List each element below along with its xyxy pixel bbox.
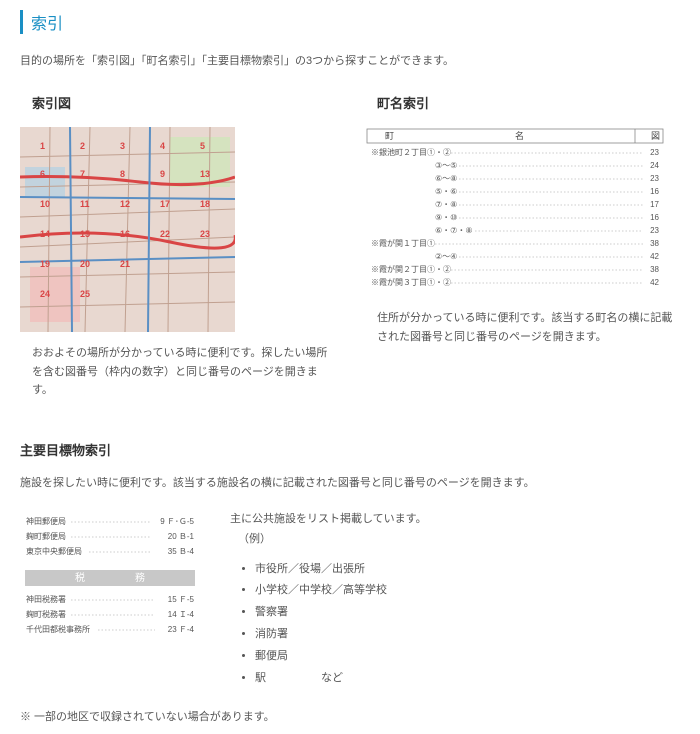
svg-text:7: 7 — [80, 169, 85, 179]
facility-note: 主に公共施設をリスト掲載しています。 — [230, 510, 427, 530]
svg-text:35 Ｂ-4: 35 Ｂ-4 — [168, 547, 195, 556]
svg-text:23: 23 — [200, 229, 210, 239]
svg-text:2: 2 — [80, 141, 85, 151]
svg-text:図: 図 — [651, 131, 660, 141]
svg-text:18: 18 — [200, 199, 210, 209]
facility-item: 警察署 — [255, 603, 427, 623]
svg-text:麹町税務署: 麹町税務署 — [26, 609, 66, 619]
svg-text:麹町郵便局: 麹町郵便局 — [26, 531, 66, 541]
facility-example: （例） — [230, 530, 427, 550]
svg-text:42: 42 — [650, 252, 659, 261]
landmark-index-intro: 施設を探したい時に便利です。該当する施設名の横に記載された図番号と同じ番号のペー… — [20, 474, 680, 490]
svg-text:24: 24 — [40, 289, 50, 299]
svg-text:神田郵便局: 神田郵便局 — [26, 516, 66, 526]
landmark-index-image: 神田郵便局 9 Ｆ･Ｇ-5 麹町郵便局 20 Ｂ-1 東京中央郵便局 35 Ｂ-4 税 務… — [20, 510, 200, 650]
svg-text:※霞が関２丁目①・②: ※霞が関２丁目①・② — [371, 264, 451, 274]
svg-text:17: 17 — [160, 199, 170, 209]
svg-text:⑦・⑧: ⑦・⑧ — [435, 200, 457, 209]
town-index-desc: 住所が分かっている時に便利です。該当する町名の横に記載された図番号と同じ番号のペ… — [365, 309, 680, 346]
svg-text:23: 23 — [650, 174, 659, 183]
svg-text:⑤・⑥: ⑤・⑥ — [435, 187, 457, 196]
svg-text:17: 17 — [650, 200, 659, 209]
facility-item: 駅 など — [255, 669, 427, 689]
svg-text:※銀池町２丁目①・②: ※銀池町２丁目①・② — [371, 147, 451, 157]
facility-item: 消防署 — [255, 625, 427, 645]
svg-text:9: 9 — [160, 169, 165, 179]
intro-text: 目的の場所を「索引図」「町名索引」「主要目標物索引」の3つから探すことができます… — [20, 52, 680, 68]
svg-text:5: 5 — [200, 141, 205, 151]
svg-text:15: 15 — [80, 229, 90, 239]
facility-items: 市役所／役場／出張所小学校／中学校／高等学校警察署消防署郵便局駅 など — [230, 560, 427, 689]
svg-text:神田税務署: 神田税務署 — [26, 594, 66, 604]
landmark-index-title: 主要目標物索引 — [20, 440, 680, 459]
svg-text:22: 22 — [160, 229, 170, 239]
svg-text:25: 25 — [80, 289, 90, 299]
svg-text:⑨・⑩: ⑨・⑩ — [435, 213, 457, 222]
svg-text:14 Ｉ-4: 14 Ｉ-4 — [168, 610, 195, 619]
landmark-index-section: 主要目標物索引 施設を探したい時に便利です。該当する施設名の横に記載された図番号… — [20, 440, 680, 724]
svg-text:8: 8 — [120, 169, 125, 179]
svg-text:20 Ｂ-1: 20 Ｂ-1 — [168, 532, 195, 541]
svg-text:9 Ｆ･Ｇ-5: 9 Ｆ･Ｇ-5 — [160, 517, 194, 526]
svg-text:3: 3 — [120, 141, 125, 151]
svg-text:※霞が関３丁目①・②: ※霞が関３丁目①・② — [371, 277, 451, 287]
svg-text:42: 42 — [650, 278, 659, 287]
svg-text:16: 16 — [650, 213, 659, 222]
facility-item: 小学校／中学校／高等学校 — [255, 581, 427, 601]
svg-text:10: 10 — [40, 199, 50, 209]
svg-text:東京中央郵便局: 東京中央郵便局 — [26, 546, 82, 556]
town-index-title: 町名索引 — [365, 93, 680, 112]
svg-text:11: 11 — [80, 199, 90, 209]
svg-text:②～④: ②～④ — [435, 252, 457, 261]
svg-text:23: 23 — [650, 148, 659, 157]
town-index-section: 町名索引 町 名 図 ※銀池町２丁目①・② 23 ③～⑤ 24 ⑥～⑧ 23 ⑤・⑥ 16 ⑦・… — [365, 93, 680, 400]
svg-text:12: 12 — [120, 199, 130, 209]
svg-text:23 Ｆ-4: 23 Ｆ-4 — [168, 625, 195, 634]
svg-text:23: 23 — [650, 226, 659, 235]
svg-text:1: 1 — [40, 141, 45, 151]
svg-text:町: 町 — [385, 131, 394, 141]
facility-list: 主に公共施設をリスト掲載しています。 （例） 市役所／役場／出張所小学校／中学校… — [230, 510, 427, 690]
svg-text:38: 38 — [650, 239, 659, 248]
svg-text:千代田都税事務所: 千代田都税事務所 — [26, 624, 90, 634]
facility-item: 郵便局 — [255, 647, 427, 667]
svg-text:16: 16 — [120, 229, 130, 239]
svg-text:14: 14 — [40, 229, 50, 239]
svg-text:15 Ｆ-5: 15 Ｆ-5 — [168, 595, 195, 604]
footnote: ※ 一部の地区で収録されていない場合があります。 — [20, 708, 680, 724]
facility-item: 市役所／役場／出張所 — [255, 560, 427, 580]
svg-text:名: 名 — [515, 130, 524, 141]
svg-text:38: 38 — [650, 265, 659, 274]
svg-text:4: 4 — [160, 141, 165, 151]
svg-text:19: 19 — [40, 259, 50, 269]
map-index-image: 12345 678913 1011121718 1415162223 19202… — [20, 127, 235, 332]
svg-text:13: 13 — [200, 169, 210, 179]
svg-text:※霞が関１丁目①: ※霞が関１丁目① — [371, 238, 435, 248]
svg-text:⑥・⑦・⑧: ⑥・⑦・⑧ — [435, 226, 473, 235]
svg-text:税: 税 — [75, 571, 85, 584]
svg-text:⑥～⑧: ⑥～⑧ — [435, 174, 457, 183]
svg-text:20: 20 — [80, 259, 90, 269]
map-index-desc: おおよその場所が分かっている時に便利です。探したい場所を含む図番号（枠内の数字）… — [20, 344, 335, 400]
two-column-layout: 索引図 12345 678913 1011121718 1415162223 1… — [20, 93, 680, 400]
svg-text:24: 24 — [650, 161, 659, 170]
map-index-section: 索引図 12345 678913 1011121718 1415162223 1… — [20, 93, 335, 400]
map-index-title: 索引図 — [20, 93, 335, 112]
svg-text:務: 務 — [135, 571, 145, 584]
svg-text:16: 16 — [650, 187, 659, 196]
svg-text:③～⑤: ③～⑤ — [435, 161, 457, 170]
page-title: 索引 — [20, 10, 680, 34]
town-index-image: 町 名 図 ※銀池町２丁目①・② 23 ③～⑤ 24 ⑥～⑧ 23 ⑤・⑥ 16 ⑦・⑧ 17 ⑨・… — [365, 127, 665, 297]
svg-text:6: 6 — [40, 169, 45, 179]
svg-text:21: 21 — [120, 259, 130, 269]
